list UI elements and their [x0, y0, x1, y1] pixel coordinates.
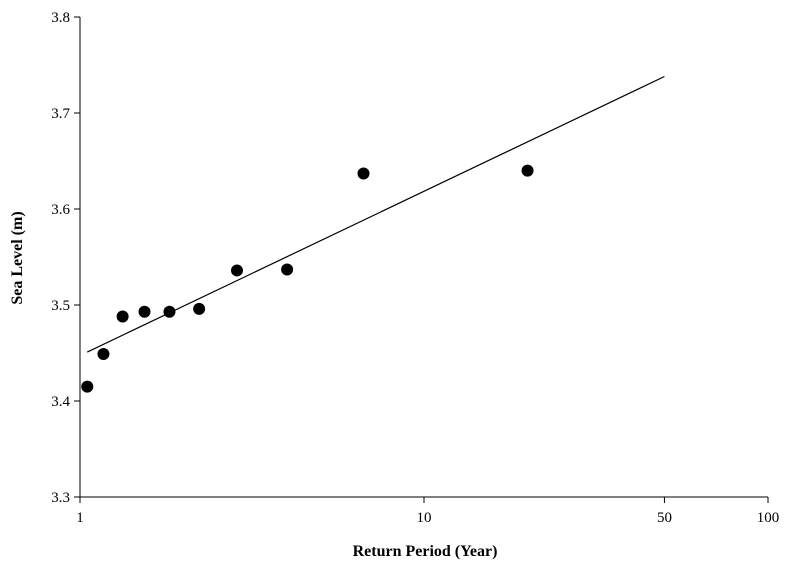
data-point	[81, 380, 94, 393]
data-point	[281, 263, 294, 276]
data-point	[138, 305, 151, 318]
data-points	[81, 164, 534, 393]
y-tick-label: 3.3	[51, 490, 70, 506]
y-tick-label: 3.5	[51, 298, 70, 314]
data-point	[97, 347, 110, 360]
y-axis-title: Sea Level (m)	[9, 211, 26, 304]
axes	[74, 16, 769, 503]
data-point	[116, 310, 129, 323]
trendline	[87, 75, 665, 353]
y-tick-label: 3.6	[51, 202, 70, 218]
data-point	[193, 302, 206, 315]
trendline-group	[87, 75, 665, 353]
x-tick-label: 10	[417, 510, 432, 526]
y-tick-label: 3.4	[51, 394, 70, 410]
data-point	[163, 305, 176, 318]
data-point	[357, 167, 370, 180]
x-axis-title: Return Period (Year)	[353, 543, 498, 560]
x-tick-label: 100	[757, 510, 780, 526]
x-tick-label: 50	[657, 510, 672, 526]
x-tick-label: 1	[76, 510, 84, 526]
data-point	[230, 264, 243, 277]
tick-labels: 3.3 3.4 3.5 3.6 3.7 3.8 1 10 50 100	[51, 10, 779, 526]
y-tick-label: 3.7	[51, 106, 70, 122]
y-tick-label: 3.8	[51, 10, 70, 26]
data-point	[521, 164, 534, 177]
